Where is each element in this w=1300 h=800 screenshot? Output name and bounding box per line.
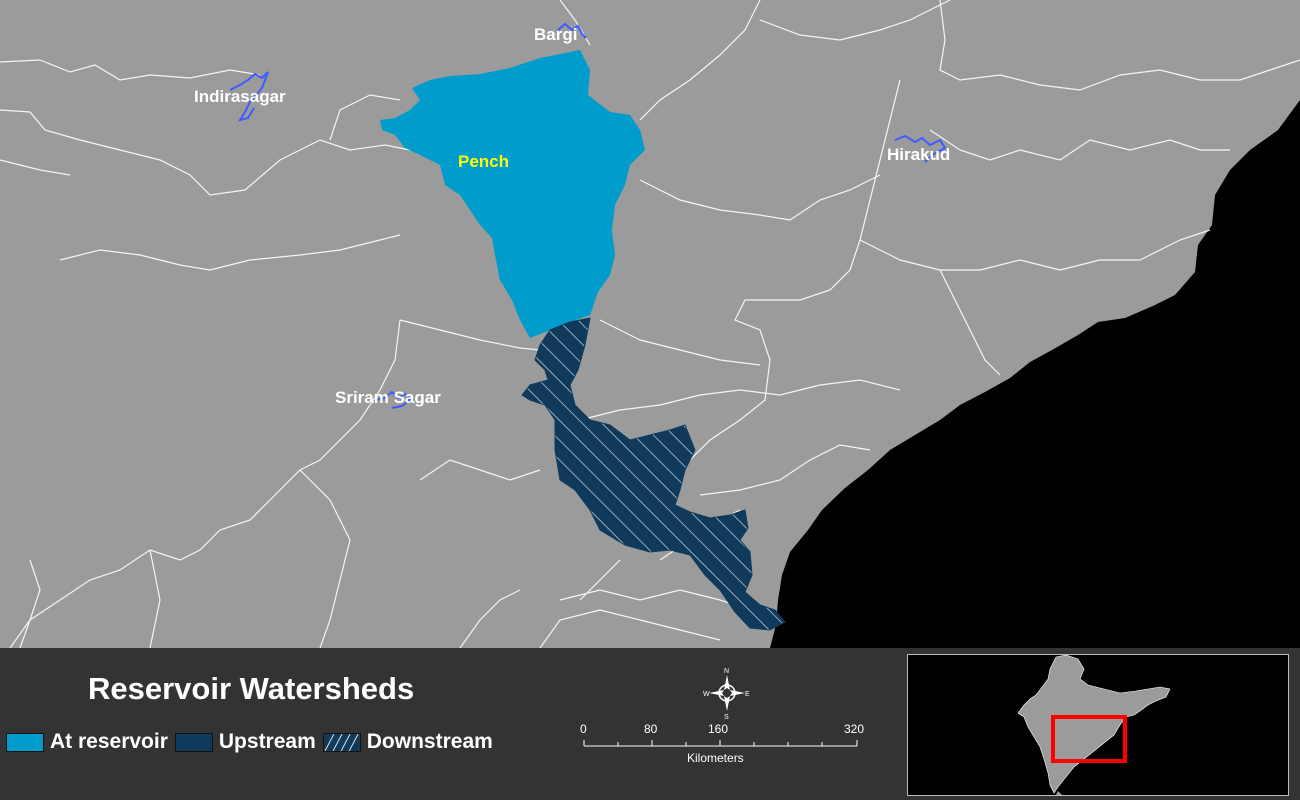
- sea-area: [770, 100, 1300, 648]
- legend-label-downstream: Downstream: [366, 730, 493, 753]
- scale-tick-0: 0: [580, 722, 587, 736]
- at-reservoir-swatch: [6, 732, 44, 752]
- scale-unit-label: Kilometers: [687, 751, 744, 765]
- legend-item-downstream: Downstream: [322, 730, 493, 754]
- west-label: W: [703, 691, 710, 698]
- legend-item-upstream: Upstream: [174, 730, 316, 754]
- reservoir-label-bargi: Bargi: [534, 25, 577, 44]
- legend: At reservoir Upstream Downstream: [6, 730, 500, 754]
- at-reservoir-watershed: [380, 50, 645, 338]
- legend-label-at-reservoir: At reservoir: [50, 730, 168, 753]
- main-map: Bargi Indirasagar Pench Hirakud Sriram S…: [0, 0, 1300, 648]
- north-arrow-icon: N S W E: [703, 668, 750, 720]
- scale-bar: 0 80 160 320 Kilometers: [580, 722, 864, 765]
- south-label: S: [724, 714, 729, 720]
- inset-map: [907, 654, 1289, 796]
- north-label: N: [724, 668, 729, 675]
- hirakud-reservoir-icon: [894, 134, 947, 163]
- east-label: E: [745, 691, 750, 698]
- legend-title: Reservoir Watersheds: [88, 671, 415, 706]
- scale-tick-320: 320: [844, 722, 864, 736]
- scale-tick-80: 80: [644, 722, 658, 736]
- downstream-swatch: [322, 732, 361, 752]
- india-outline-icon: [1017, 654, 1171, 794]
- reservoir-label-pench: Pench: [458, 152, 509, 171]
- inset-extent-highlight: [1051, 715, 1127, 763]
- upstream-swatch: [174, 732, 213, 752]
- reservoir-label-hirakud: Hirakud: [887, 145, 950, 164]
- scale-tick-160: 160: [708, 722, 728, 736]
- bargi-reservoir-icon: [557, 22, 587, 39]
- admin-boundaries: [0, 0, 1300, 648]
- reservoir-outlines: [229, 22, 947, 409]
- legend-label-upstream: Upstream: [218, 730, 316, 753]
- indirasagar-reservoir-icon: [229, 71, 269, 122]
- legend-item-at-reservoir: At reservoir: [6, 730, 168, 754]
- reservoir-label-sriram-sagar: Sriram Sagar: [335, 388, 441, 407]
- india-locator-map: [1017, 654, 1171, 795]
- downstream-watershed: [521, 317, 786, 631]
- sriram-sagar-reservoir-icon: [374, 390, 412, 409]
- reservoir-label-indirasagar: Indirasagar: [194, 87, 286, 106]
